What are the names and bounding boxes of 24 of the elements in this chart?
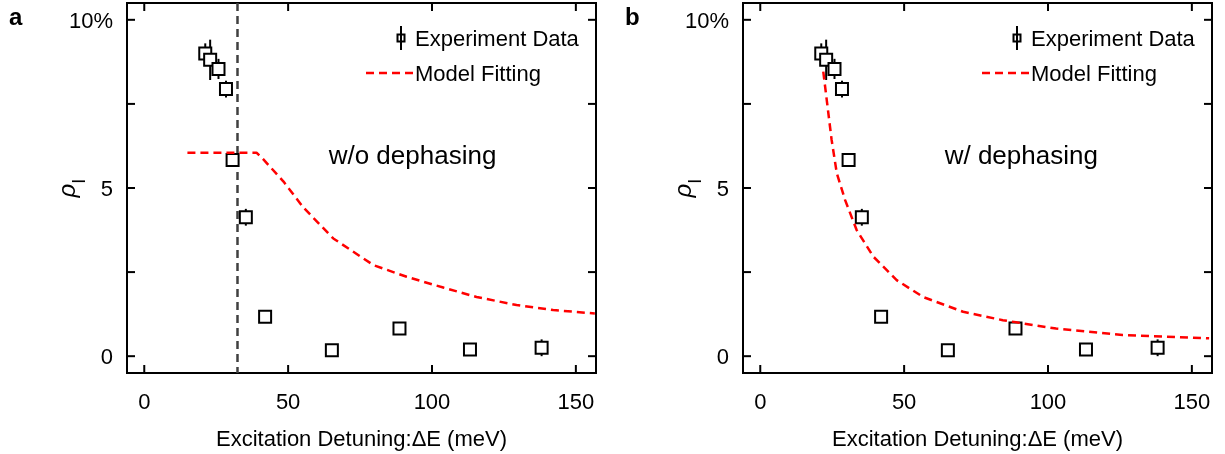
- y-tick-label: 0: [100, 343, 113, 369]
- legend-label: Model Fitting: [415, 61, 541, 86]
- x-axis-title: Excitation Detuning:ΔE (meV): [831, 426, 1124, 451]
- annotation: w/o dephasing: [327, 140, 497, 171]
- x-tick-label: 100: [1029, 389, 1067, 414]
- y-tick-label: 10%: [68, 7, 113, 33]
- x-tick-label: 150: [1173, 389, 1211, 414]
- annotation: w/ dephasing: [943, 140, 1098, 171]
- x-tick-label: 0: [754, 389, 767, 414]
- x-axis-title: Excitation Detuning:ΔE (meV): [215, 426, 508, 451]
- y-tick-label: 5: [100, 175, 113, 201]
- legend-label: Experiment Data: [1031, 26, 1196, 51]
- x-tick-label: 50: [891, 389, 917, 414]
- legend-label: Experiment Data: [415, 26, 580, 51]
- x-tick-label: 50: [275, 389, 301, 414]
- y-tick-label: 0: [716, 343, 729, 369]
- y-tick-label: 5: [716, 175, 729, 201]
- x-tick-label: 0: [138, 389, 151, 414]
- legend-label: Model Fitting: [1031, 61, 1157, 86]
- text: a: [9, 3, 23, 30]
- x-tick-label: 100: [413, 389, 451, 414]
- text: b: [625, 3, 640, 30]
- x-tick-label: 150: [557, 389, 595, 414]
- y-tick-label: 10%: [684, 7, 729, 33]
